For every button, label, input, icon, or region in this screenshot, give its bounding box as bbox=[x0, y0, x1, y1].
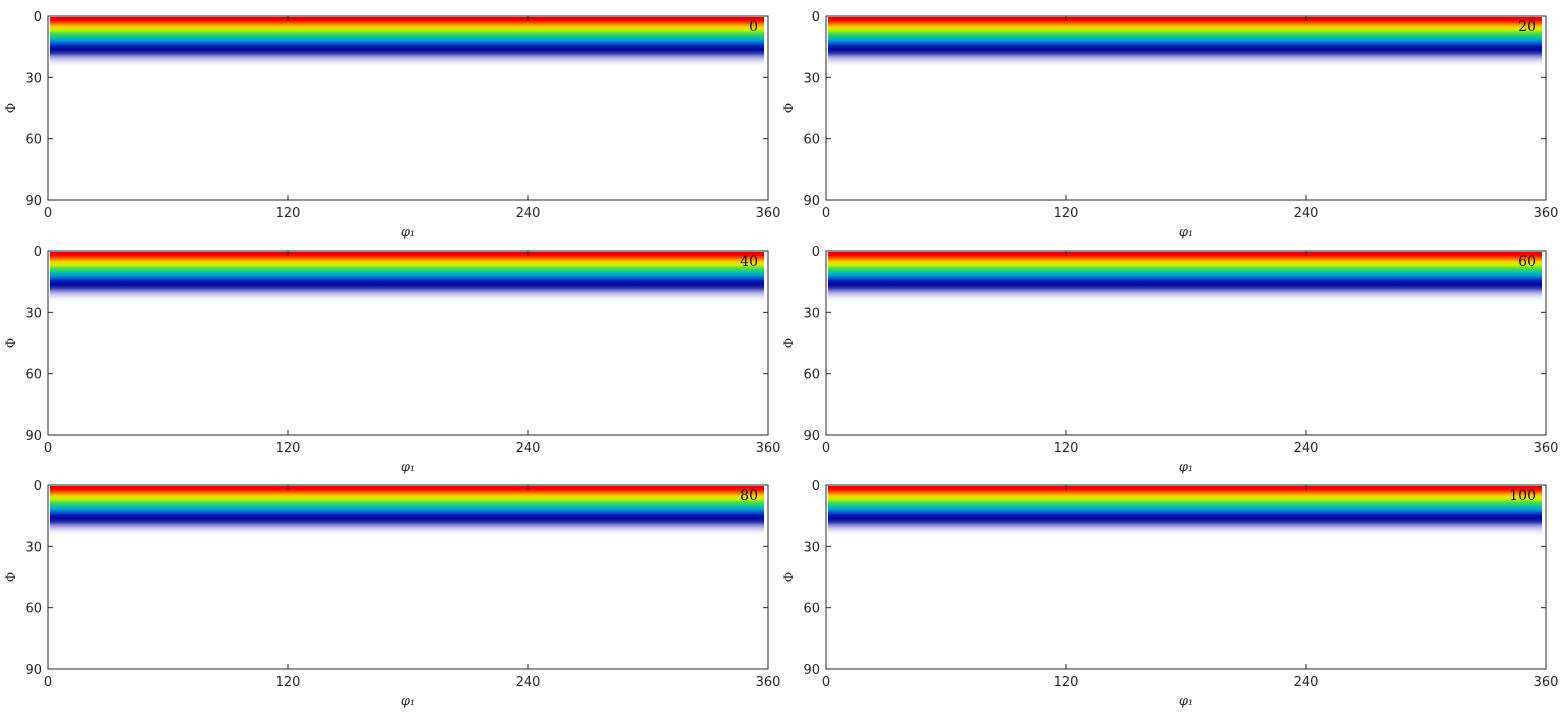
y-tick-label: 90 bbox=[803, 194, 820, 209]
x-tick-label: 360 bbox=[1534, 206, 1559, 221]
y-tick-label: 30 bbox=[25, 306, 42, 321]
x-tick-label: 120 bbox=[276, 206, 301, 221]
x-tick-label: 120 bbox=[1054, 441, 1079, 456]
x-tick-label: 0 bbox=[44, 675, 52, 690]
y-tick-label: 60 bbox=[25, 602, 42, 617]
axes-box bbox=[47, 250, 769, 436]
axes-box bbox=[825, 250, 1547, 436]
y-tick-label: 30 bbox=[803, 306, 820, 321]
y-tick-label: 0 bbox=[34, 10, 42, 25]
x-tick-label: 240 bbox=[516, 441, 541, 456]
section-value-label: 60 bbox=[1518, 254, 1536, 270]
x-axis-label: φ₁ bbox=[1179, 460, 1193, 475]
odf-section-panel-60: 0 120 240 360 0 30 60 90 φ₁ Φ 60 bbox=[778, 235, 1559, 475]
x-tick-label: 360 bbox=[756, 675, 781, 690]
y-axis-label: Φ bbox=[4, 338, 19, 349]
odf-section-panel-40: 0 120 240 360 0 30 60 90 φ₁ Φ 40 bbox=[0, 235, 781, 475]
y-tick-label: 60 bbox=[25, 133, 42, 148]
axes-box bbox=[47, 484, 769, 670]
y-tick-label: 90 bbox=[25, 663, 42, 678]
y-tick-label: 0 bbox=[812, 245, 820, 260]
y-tick-label: 0 bbox=[812, 10, 820, 25]
x-axis-label: φ₁ bbox=[401, 225, 415, 240]
y-tick-label: 90 bbox=[803, 663, 820, 678]
section-value-label: 0 bbox=[749, 19, 758, 35]
x-tick-label: 360 bbox=[756, 206, 781, 221]
x-tick-label: 240 bbox=[1294, 441, 1319, 456]
odf-section-panel-0: 0 120 240 360 0 30 60 90 φ₁ Φ 0 bbox=[0, 0, 781, 240]
y-axis-label: Φ bbox=[782, 103, 797, 114]
y-tick-label: 60 bbox=[803, 368, 820, 383]
section-value-label: 100 bbox=[1509, 488, 1536, 504]
panel-plot-svg: 0 120 240 360 0 30 60 90 φ₁ Φ 80 bbox=[4, 479, 781, 709]
y-tick-label: 60 bbox=[25, 368, 42, 383]
y-tick-label: 90 bbox=[25, 194, 42, 209]
intensity-band bbox=[50, 17, 764, 67]
y-tick-label: 0 bbox=[34, 479, 42, 494]
x-tick-label: 360 bbox=[1534, 675, 1559, 690]
y-tick-label: 60 bbox=[803, 602, 820, 617]
x-tick-label: 240 bbox=[1294, 206, 1319, 221]
intensity-band bbox=[50, 252, 764, 302]
x-tick-label: 0 bbox=[822, 441, 830, 456]
intensity-band bbox=[828, 486, 1542, 536]
panel-plot-svg: 0 120 240 360 0 30 60 90 φ₁ Φ 60 bbox=[782, 245, 1559, 475]
y-axis-label: Φ bbox=[4, 572, 19, 583]
odf-section-panel-20: 0 120 240 360 0 30 60 90 φ₁ Φ 20 bbox=[778, 0, 1559, 240]
x-tick-label: 0 bbox=[822, 206, 830, 221]
y-tick-label: 0 bbox=[812, 479, 820, 494]
intensity-band bbox=[828, 17, 1542, 67]
x-tick-label: 0 bbox=[44, 441, 52, 456]
section-value-label: 80 bbox=[740, 488, 758, 504]
x-tick-label: 360 bbox=[756, 441, 781, 456]
axes-box bbox=[47, 15, 769, 201]
y-tick-label: 30 bbox=[25, 540, 42, 555]
y-tick-label: 30 bbox=[803, 71, 820, 86]
y-tick-label: 30 bbox=[803, 540, 820, 555]
panel-plot-svg: 0 120 240 360 0 30 60 90 φ₁ Φ 100 bbox=[782, 479, 1559, 709]
x-tick-label: 120 bbox=[276, 675, 301, 690]
x-tick-label: 360 bbox=[1534, 441, 1559, 456]
axes-box bbox=[825, 484, 1547, 670]
x-tick-label: 240 bbox=[516, 206, 541, 221]
y-axis-label: Φ bbox=[782, 338, 797, 349]
x-tick-label: 120 bbox=[276, 441, 301, 456]
x-tick-label: 120 bbox=[1054, 206, 1079, 221]
intensity-band bbox=[828, 252, 1542, 302]
x-tick-label: 120 bbox=[1054, 675, 1079, 690]
x-tick-label: 240 bbox=[1294, 675, 1319, 690]
panel-plot-svg: 0 120 240 360 0 30 60 90 φ₁ Φ 20 bbox=[782, 10, 1559, 240]
intensity-band bbox=[50, 486, 764, 536]
y-tick-label: 0 bbox=[34, 245, 42, 260]
y-tick-label: 90 bbox=[803, 429, 820, 444]
panel-plot-svg: 0 120 240 360 0 30 60 90 φ₁ Φ 40 bbox=[4, 245, 781, 475]
panel-plot-svg: 0 120 240 360 0 30 60 90 φ₁ Φ 0 bbox=[4, 10, 781, 240]
section-value-label: 40 bbox=[740, 254, 758, 270]
section-value-label: 20 bbox=[1518, 19, 1536, 35]
axes-box bbox=[825, 15, 1547, 201]
odf-section-panel-80: 0 120 240 360 0 30 60 90 φ₁ Φ 80 bbox=[0, 469, 781, 709]
x-tick-label: 0 bbox=[822, 675, 830, 690]
x-axis-label: φ₁ bbox=[401, 694, 415, 709]
y-axis-label: Φ bbox=[782, 572, 797, 583]
x-tick-label: 240 bbox=[516, 675, 541, 690]
y-tick-label: 30 bbox=[25, 71, 42, 86]
y-tick-label: 60 bbox=[803, 133, 820, 148]
x-tick-label: 0 bbox=[44, 206, 52, 221]
y-axis-label: Φ bbox=[4, 103, 19, 114]
x-axis-label: φ₁ bbox=[1179, 694, 1193, 709]
x-axis-label: φ₁ bbox=[1179, 225, 1193, 240]
y-tick-label: 90 bbox=[25, 429, 42, 444]
x-axis-label: φ₁ bbox=[401, 460, 415, 475]
odf-section-panel-100: 0 120 240 360 0 30 60 90 φ₁ Φ 100 bbox=[778, 469, 1559, 709]
